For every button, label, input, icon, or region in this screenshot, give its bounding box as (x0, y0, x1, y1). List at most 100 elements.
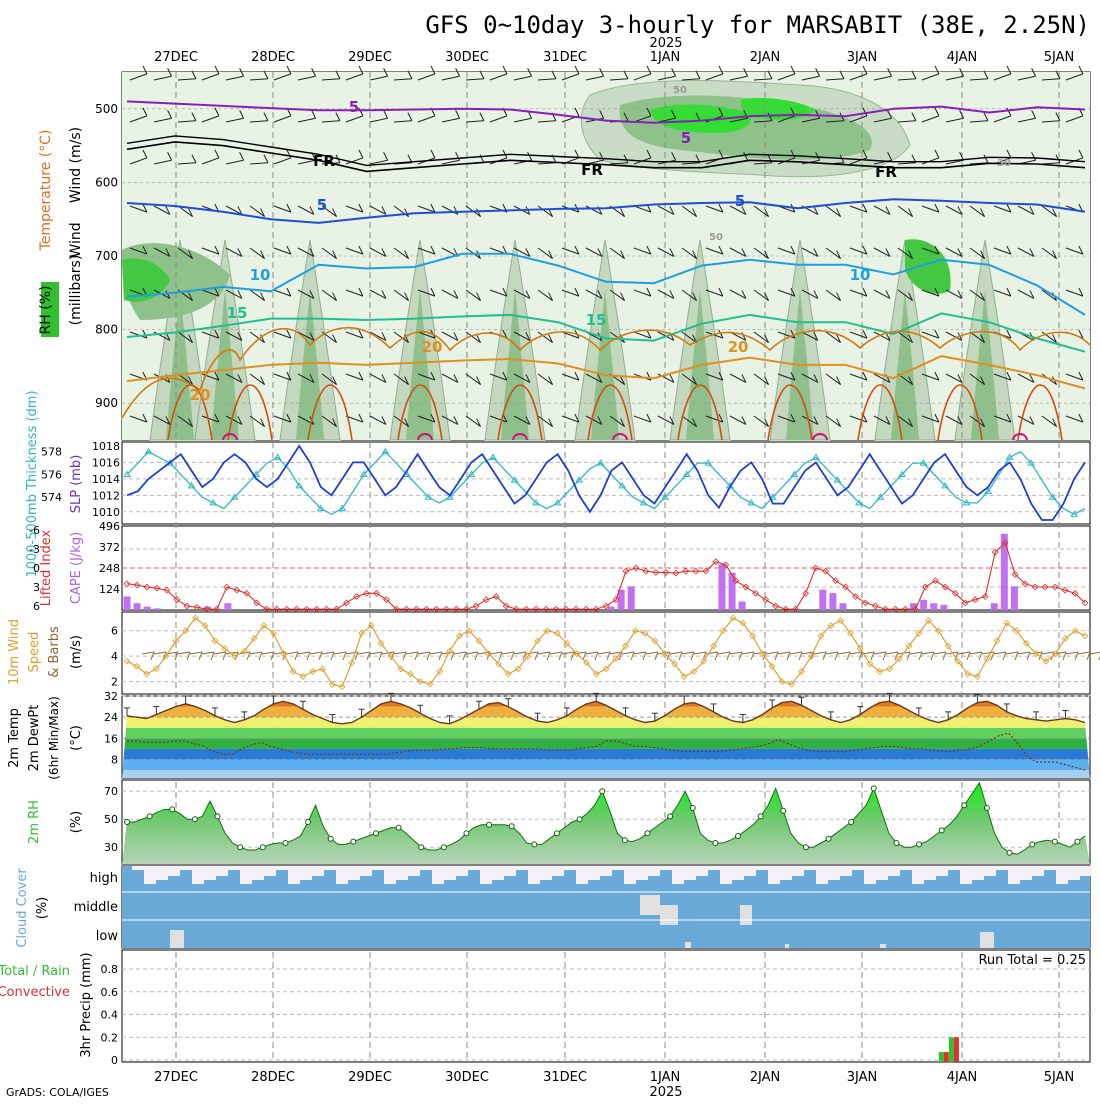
wind-barb-shaft (153, 159, 172, 165)
wind-barb-shaft (1041, 289, 1057, 301)
lifted-marker (722, 561, 730, 569)
wind-barb-feather (239, 152, 245, 161)
temp-band (122, 706, 1090, 718)
wind-barb-feather (1029, 248, 1035, 257)
surface-wind-barb (285, 651, 299, 655)
surface-wind-barb (417, 651, 431, 655)
temp-line (126, 700, 1086, 725)
wind-barb-shaft (489, 289, 508, 297)
wind-barb-shaft (897, 162, 916, 165)
cloud-high-gap (864, 866, 876, 884)
wind-barb-feather (237, 248, 243, 257)
wind-barb-feather (813, 206, 819, 215)
wind-barb-feather (548, 334, 554, 343)
wind-barb-shaft (585, 205, 603, 215)
wind-barb-shaft (825, 331, 841, 343)
wind-barb-feather (1052, 418, 1058, 427)
thickness-marker (381, 447, 390, 455)
wind-barb-feather (980, 418, 986, 427)
wind-barb-feather (597, 374, 603, 383)
wind-barb-shaft (729, 247, 747, 257)
wind-barb-shaft (225, 117, 244, 123)
wind-barb-feather (476, 208, 482, 217)
temp-band (122, 759, 1090, 771)
lifted-marker (413, 605, 420, 613)
wind-speed-marker (612, 655, 620, 663)
lifted-marker (961, 599, 969, 607)
wind-barb-feather (623, 70, 629, 79)
wind-barb-feather (430, 287, 436, 297)
lifted-marker (393, 605, 400, 613)
contour-label: 5 (681, 129, 691, 147)
rh-shading (122, 80, 1016, 441)
thickness-marker (962, 498, 971, 506)
lifted-marker (383, 596, 390, 604)
wind-barb-shaft (873, 289, 891, 299)
surface-wind-barb-feather (270, 651, 275, 661)
wind-barb-shaft (177, 162, 196, 165)
wind-barb-feather (167, 152, 173, 161)
wind-speed-marker (964, 670, 972, 678)
wind-barb-shaft (705, 415, 724, 423)
wind-speed-marker (974, 673, 981, 680)
lifted-marker (892, 605, 899, 613)
wind-barb-shaft (537, 415, 553, 427)
date-label-bottom: 4JAN (947, 1070, 978, 1085)
wind-barb-shaft (465, 120, 484, 123)
wind-barb-feather (332, 418, 338, 427)
wind-barb-shaft (249, 289, 265, 301)
lifted-marker (971, 596, 979, 604)
wind-barb-feather (862, 329, 868, 339)
wind-tick-label: 6 (111, 625, 118, 638)
wind-barb-shaft (345, 205, 364, 213)
lifted-marker (502, 602, 510, 610)
wind-barb-feather (237, 416, 243, 425)
wind-barb-feather (1052, 208, 1058, 217)
wind-speed-marker (475, 637, 483, 645)
contour-label: FR (313, 152, 335, 170)
cloud-gap (640, 895, 660, 915)
surface-wind-barb (717, 651, 731, 655)
surface-wind-barb (441, 651, 455, 655)
chart-title: GFS 0~10day 3-hourly for MARSABIT (38E, … (425, 11, 1090, 39)
lifted-marker (243, 589, 251, 597)
surface-wind-barb (201, 651, 215, 655)
lifted-tick-label: 3 (33, 581, 40, 594)
wind-barb-feather (813, 290, 819, 299)
wind-barb-feather (839, 70, 845, 79)
thickness-marker (273, 453, 282, 460)
rh-marker (169, 806, 176, 813)
temp-band (122, 748, 1090, 760)
wind-barb-feather (574, 107, 580, 117)
wind-barb-feather (764, 208, 770, 217)
lifted-marker (343, 599, 350, 607)
wind-barb-shaft (633, 73, 652, 81)
wind-speed-marker (270, 629, 278, 637)
lifted-marker (482, 596, 490, 604)
wind-barb-feather (764, 292, 770, 301)
wind-barb-feather (669, 416, 675, 425)
cloud-high-gap (456, 866, 468, 876)
wind-barb-feather (911, 70, 917, 79)
rh-marker (1051, 838, 1058, 845)
wind-barb-feather (983, 154, 989, 163)
wind-barb-shaft (705, 73, 724, 81)
wind-speed-marker (563, 640, 571, 647)
wind-speed-marker (602, 665, 610, 673)
lifted-marker (672, 569, 680, 577)
wind-barb-shaft (273, 115, 292, 123)
surface-wind-barb-feather (594, 651, 599, 661)
wind-barb-feather (669, 206, 675, 215)
wind-speed-marker (328, 680, 336, 688)
wind-barb-shaft (489, 373, 508, 381)
surface-wind-barb (1077, 651, 1091, 655)
surface-wind-barb-feather (186, 651, 191, 661)
wind-barb-shaft (297, 205, 315, 215)
wind-barb-shaft (969, 331, 985, 343)
wind-barb-shaft (225, 331, 243, 341)
wind-barb-feather (908, 292, 914, 301)
contour-label: 50 (673, 85, 687, 96)
lifted-marker (842, 583, 849, 591)
wind-barb-feather (358, 107, 364, 117)
wind-barb-feather (669, 248, 675, 257)
